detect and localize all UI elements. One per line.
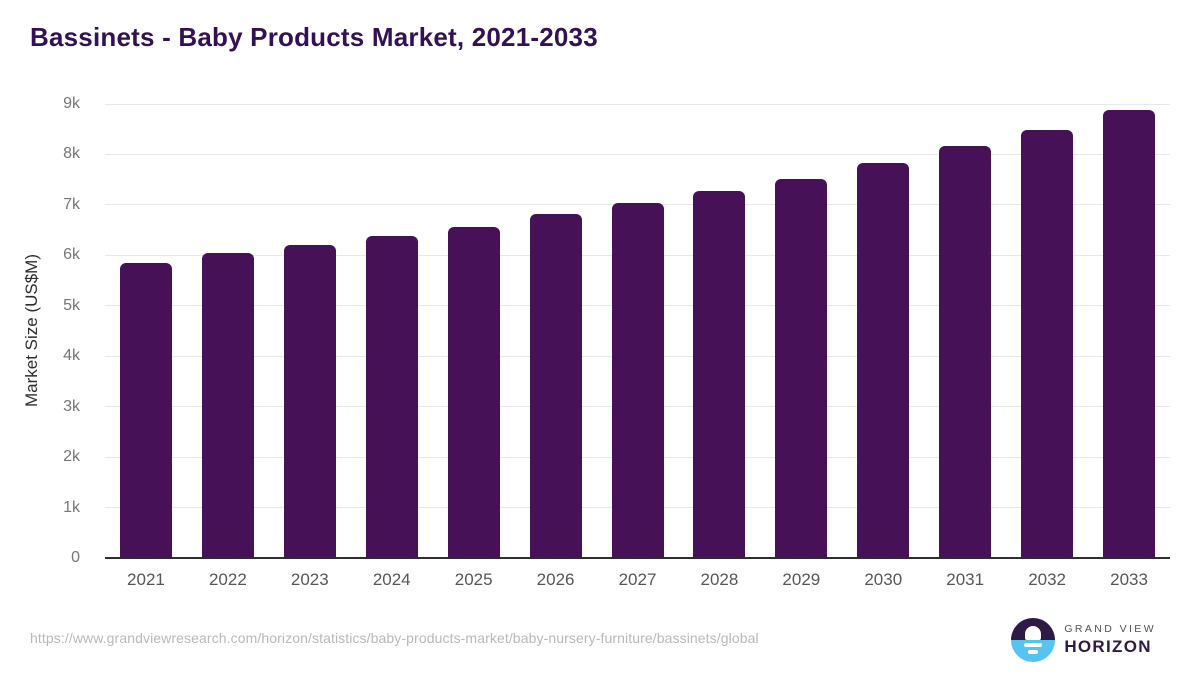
gridline-8k	[105, 153, 1170, 155]
bar-2030[interactable]	[857, 162, 910, 558]
x-tick-2028: 2028	[700, 570, 739, 589]
gridline-9k	[105, 103, 1170, 105]
bar-2021[interactable]	[119, 262, 172, 558]
x-tick-2031: 2031	[946, 570, 985, 589]
chart-title: Bassinets - Baby Products Market, 2021-2…	[30, 22, 598, 52]
sun-over-horizon-icon	[1011, 618, 1056, 662]
x-tick-2024: 2024	[372, 570, 411, 589]
logo-brand-name: GRAND VIEW	[1064, 623, 1156, 635]
x-tick-2021: 2021	[127, 570, 165, 589]
x-tick-2026: 2026	[536, 570, 575, 589]
logo-text: GRAND VIEW HORIZON	[1064, 623, 1156, 657]
bar-2032[interactable]	[1021, 129, 1074, 558]
x-tick-2032: 2032	[1028, 570, 1067, 589]
bar-2029[interactable]	[775, 178, 828, 558]
logo-reflection-bar	[1024, 643, 1043, 647]
x-tick-2023: 2023	[290, 570, 329, 589]
logo-product-name: HORIZON	[1064, 637, 1152, 656]
y-tick-6k: 6k	[63, 246, 80, 264]
x-tick-2033: 2033	[1110, 570, 1148, 589]
y-tick-0: 0	[71, 549, 80, 566]
y-tick-4k: 4k	[63, 347, 80, 365]
bar-2024[interactable]	[365, 235, 418, 558]
x-axis-tick-labels: 2021 2022 2023 2024 2025 2026 2027 2028 2029 2030…	[105, 570, 1170, 596]
bar-2027[interactable]	[611, 203, 664, 558]
bar-2025[interactable]	[447, 226, 500, 558]
y-tick-1k: 1k	[63, 498, 80, 516]
bar-2031[interactable]	[939, 146, 992, 558]
source-url: https://www.grandviewresearch.com/horizo…	[30, 630, 759, 646]
x-tick-2025: 2025	[454, 570, 493, 589]
bar-2033[interactable]	[1103, 110, 1156, 558]
y-tick-7k: 7k	[63, 195, 80, 213]
logo-reflection-bar	[1028, 650, 1039, 654]
x-tick-2027: 2027	[618, 570, 657, 589]
x-tick-2022: 2022	[208, 570, 247, 589]
y-axis-title-text: Market Size (US$M)	[22, 254, 41, 408]
y-tick-9k: 9k	[63, 95, 80, 112]
plot-area	[105, 103, 1170, 559]
y-tick-5k: 5k	[63, 296, 80, 314]
bar-2022[interactable]	[201, 252, 254, 558]
logo-sun-shape	[1025, 626, 1042, 640]
y-tick-8k: 8k	[63, 145, 80, 163]
x-axis-line	[105, 557, 1170, 559]
bar-2023[interactable]	[283, 245, 336, 558]
x-tick-2030: 2030	[864, 570, 903, 589]
y-tick-2k: 2k	[63, 448, 80, 466]
grand-view-horizon-logo: GRAND VIEW HORIZON	[1011, 618, 1156, 662]
y-tick-3k: 3k	[63, 397, 80, 415]
y-axis-tick-labels: 0 1k 2k 3k 4k 5k 6k 7k 8k 9k	[40, 95, 92, 566]
bar-2028[interactable]	[693, 191, 746, 558]
bar-2026[interactable]	[529, 214, 582, 558]
x-tick-2029: 2029	[782, 570, 821, 589]
